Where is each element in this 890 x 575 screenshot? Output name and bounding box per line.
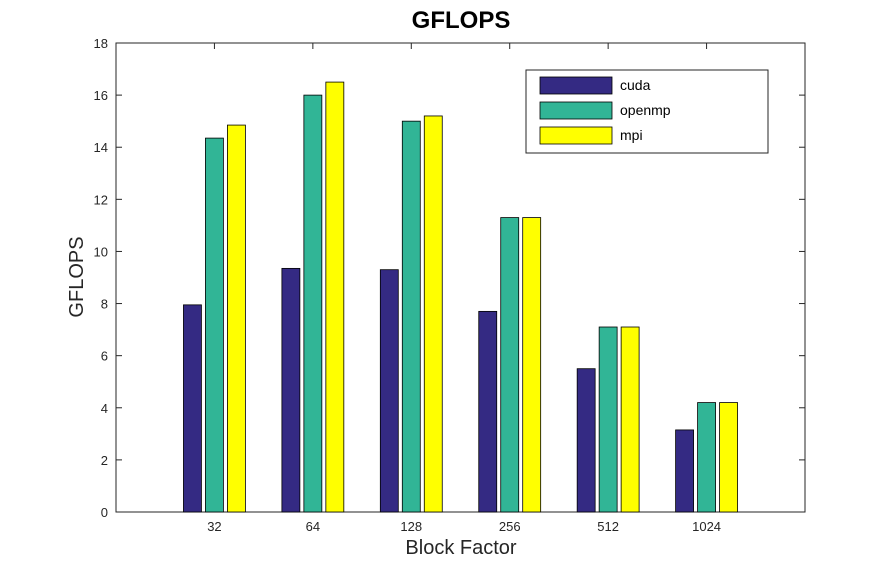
bar-mpi-256 <box>522 217 542 513</box>
x-tick-label: 32 <box>207 519 221 534</box>
x-tick-label: 512 <box>597 519 619 534</box>
bar-openmp-512 <box>598 326 618 513</box>
bar-mpi-1024 <box>719 402 738 513</box>
legend-swatch-openmp <box>539 101 613 120</box>
legend-swatch-cuda <box>539 76 613 95</box>
legend-label-cuda: cuda <box>620 77 651 93</box>
plot-area: 0 2 4 6 8 10 12 14 16 18 32 64 128 256 512 1024 <box>94 36 806 534</box>
chart-title: GFLOPS <box>412 7 511 34</box>
y-tick-label: 0 <box>101 505 108 520</box>
bar-mpi-512 <box>620 326 640 513</box>
y-axis-title: GFLOPS <box>66 236 88 317</box>
bar-mpi-128 <box>423 115 443 513</box>
x-tick-label: 128 <box>400 519 422 534</box>
legend-swatch-mpi <box>539 126 613 145</box>
bar-openmp-32 <box>205 137 224 513</box>
y-tick-label: 2 <box>101 453 108 468</box>
bar-cuda-128 <box>379 269 399 513</box>
y-tick-label: 12 <box>94 192 108 207</box>
axes-box <box>115 42 806 513</box>
legend: cuda openmp mpi <box>525 69 769 154</box>
bar-cuda-64 <box>281 267 301 513</box>
y-tick-label: 14 <box>94 140 108 155</box>
legend-label-openmp: openmp <box>620 102 671 118</box>
legend-label-mpi: mpi <box>620 127 643 143</box>
bar-openmp-256 <box>500 217 520 513</box>
y-tick-label: 8 <box>101 297 108 312</box>
bar-mpi-64 <box>325 81 345 513</box>
bar-cuda-1024 <box>675 429 694 513</box>
x-tick-label: 64 <box>306 519 320 534</box>
y-tick-label: 18 <box>94 36 108 51</box>
bar-openmp-1024 <box>697 402 716 513</box>
bar-cuda-32 <box>183 304 202 513</box>
y-tick-label: 4 <box>101 401 108 416</box>
y-tick-label: 6 <box>101 349 108 364</box>
x-tick-label: 1024 <box>692 519 721 534</box>
bar-openmp-64 <box>303 94 323 513</box>
y-tick-label: 16 <box>94 88 108 103</box>
bar-cuda-512 <box>576 368 596 513</box>
bar-openmp-128 <box>401 120 421 513</box>
bar-mpi-32 <box>227 124 246 513</box>
bar-cuda-256 <box>478 310 498 513</box>
y-tick-label: 10 <box>94 244 108 259</box>
x-axis-title: Block Factor <box>405 537 516 559</box>
x-tick-label: 256 <box>499 519 521 534</box>
